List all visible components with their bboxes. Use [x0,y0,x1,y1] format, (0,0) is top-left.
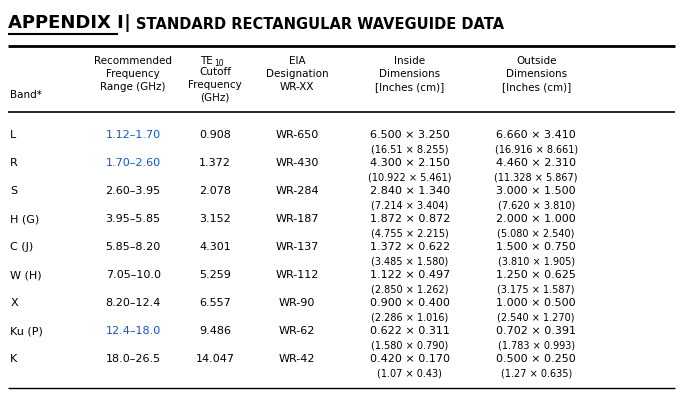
Text: 8.20–12.4: 8.20–12.4 [105,298,161,308]
Text: 0.702 × 0.391: 0.702 × 0.391 [496,326,576,336]
Text: R: R [10,158,18,168]
Text: Cutoff
Frequency
(GHz): Cutoff Frequency (GHz) [189,67,242,103]
Text: STANDARD RECTANGULAR WAVEGUIDE DATA: STANDARD RECTANGULAR WAVEGUIDE DATA [136,17,504,32]
Text: (2.540 × 1.270): (2.540 × 1.270) [497,312,575,322]
Text: WR-112: WR-112 [275,270,319,280]
Text: 5.259: 5.259 [199,270,231,280]
Text: WR-42: WR-42 [279,354,316,364]
Text: (3.485 × 1.580): (3.485 × 1.580) [371,256,449,266]
Text: APPENDIX I: APPENDIX I [8,14,124,32]
Text: 18.0–26.5: 18.0–26.5 [106,354,161,364]
Text: WR-187: WR-187 [275,214,319,224]
Text: (1.27 × 0.635): (1.27 × 0.635) [501,368,572,378]
Text: (3.810 × 1.905): (3.810 × 1.905) [498,256,574,266]
Text: S: S [10,186,17,196]
Text: 6.557: 6.557 [199,298,231,308]
Text: 1.372 × 0.622: 1.372 × 0.622 [370,242,450,252]
Text: 0.622 × 0.311: 0.622 × 0.311 [370,326,449,336]
Text: 6.660 × 3.410: 6.660 × 3.410 [497,130,576,140]
Text: (11.328 × 5.867): (11.328 × 5.867) [494,172,578,182]
Text: 0.420 × 0.170: 0.420 × 0.170 [370,354,450,364]
Text: (7.214 × 3.404): (7.214 × 3.404) [371,200,449,210]
Text: WR-62: WR-62 [279,326,316,336]
Text: 10: 10 [214,59,224,68]
Text: WR-284: WR-284 [275,186,319,196]
Text: 1.122 × 0.497: 1.122 × 0.497 [370,270,450,280]
Text: TE: TE [200,56,213,66]
Text: 6.500 × 3.250: 6.500 × 3.250 [370,130,449,140]
Text: 1.372: 1.372 [199,158,231,168]
Text: 1.000 × 0.500: 1.000 × 0.500 [497,298,576,308]
Text: WR-650: WR-650 [275,130,319,140]
Text: (2.850 × 1.262): (2.850 × 1.262) [371,284,449,294]
Text: WR-430: WR-430 [275,158,319,168]
Text: 5.85–8.20: 5.85–8.20 [106,242,161,252]
Text: 12.4–18.0: 12.4–18.0 [106,326,161,336]
Text: (3.175 × 1.587): (3.175 × 1.587) [497,284,575,294]
Text: W (H): W (H) [10,270,42,280]
Text: (7.620 × 3.810): (7.620 × 3.810) [497,200,575,210]
Text: 2.60–3.95: 2.60–3.95 [106,186,161,196]
Text: 4.300 × 2.150: 4.300 × 2.150 [370,158,449,168]
Text: Recommended
Frequency
Range (GHz): Recommended Frequency Range (GHz) [94,56,172,92]
Text: 9.486: 9.486 [199,326,231,336]
Text: (16.916 × 8.661): (16.916 × 8.661) [494,144,578,154]
Text: WR-90: WR-90 [279,298,316,308]
Text: 1.872 × 0.872: 1.872 × 0.872 [370,214,450,224]
Text: 2.000 × 1.000: 2.000 × 1.000 [497,214,576,224]
Text: (5.080 × 2.540): (5.080 × 2.540) [497,228,575,238]
Text: 1.250 × 0.625: 1.250 × 0.625 [497,270,576,280]
Text: 4.460 × 2.310: 4.460 × 2.310 [496,158,576,168]
Text: WR-137: WR-137 [275,242,319,252]
Text: 3.152: 3.152 [199,214,231,224]
Text: H (G): H (G) [10,214,40,224]
Text: 0.908: 0.908 [199,130,231,140]
Text: (16.51 × 8.255): (16.51 × 8.255) [371,144,449,154]
Text: 2.078: 2.078 [199,186,231,196]
Text: 14.047: 14.047 [195,354,235,364]
Text: Band*: Band* [10,90,42,100]
Text: 4.301: 4.301 [199,242,231,252]
Text: 7.05–10.0: 7.05–10.0 [106,270,161,280]
Text: (10.922 × 5.461): (10.922 × 5.461) [368,172,451,182]
Text: (2.286 × 1.016): (2.286 × 1.016) [371,312,449,322]
Text: 1.12–1.70: 1.12–1.70 [106,130,161,140]
Text: (1.07 × 0.43): (1.07 × 0.43) [378,368,442,378]
Text: X: X [10,298,18,308]
Text: C (J): C (J) [10,242,33,252]
Text: 3.95–5.85: 3.95–5.85 [106,214,161,224]
Text: (1.783 × 0.993): (1.783 × 0.993) [498,340,574,350]
Text: 0.500 × 0.250: 0.500 × 0.250 [497,354,576,364]
Text: 2.840 × 1.340: 2.840 × 1.340 [370,186,450,196]
Text: L: L [10,130,16,140]
Text: (1.580 × 0.790): (1.580 × 0.790) [371,340,449,350]
Text: 0.900 × 0.400: 0.900 × 0.400 [370,298,449,308]
Text: 3.000 × 1.500: 3.000 × 1.500 [497,186,576,196]
Text: Outside
Dimensions
[Inches (cm)]: Outside Dimensions [Inches (cm)] [501,56,571,92]
Text: 1.70–2.60: 1.70–2.60 [106,158,161,168]
Text: K: K [10,354,18,364]
Text: 1.500 × 0.750: 1.500 × 0.750 [497,242,576,252]
Text: (4.755 × 2.215): (4.755 × 2.215) [371,228,449,238]
Text: |: | [118,14,130,32]
Text: Ku (P): Ku (P) [10,326,43,336]
Text: EIA
Designation
WR-XX: EIA Designation WR-XX [266,56,329,92]
Text: Inside
Dimensions
[Inches (cm)]: Inside Dimensions [Inches (cm)] [375,56,445,92]
